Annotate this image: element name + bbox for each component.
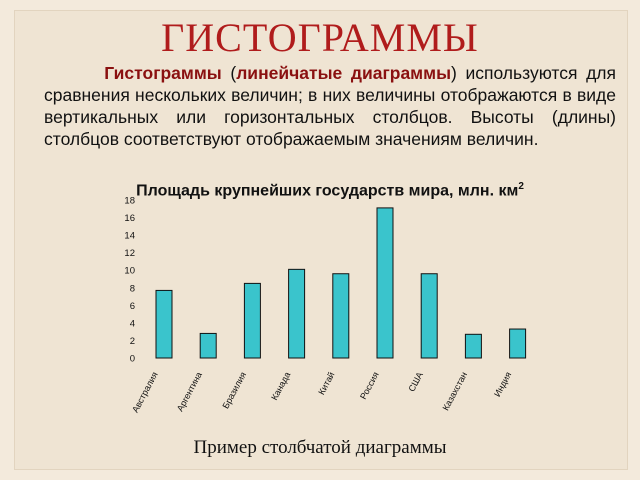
bar [509, 328, 527, 359]
slide-frame [14, 10, 628, 470]
bar [199, 332, 217, 359]
category-label: Китай [316, 370, 336, 396]
category-label: Россия [358, 370, 381, 401]
bar [243, 282, 261, 359]
chart-title-text: Площадь крупнейших государств мира, млн.… [136, 182, 519, 200]
chart-title-sup: 2 [518, 181, 524, 192]
bar [464, 333, 482, 359]
y-tick-label: 10 [124, 266, 135, 277]
bar [376, 207, 394, 359]
paren-open: ( [221, 63, 237, 83]
y-tick-label: 12 [124, 248, 135, 259]
y-tick-label: 16 [124, 213, 135, 224]
chart-title: Площадь крупнейших государств мира, млн.… [0, 181, 640, 200]
paragraph-rest: ) используются для сравнения нескольких … [44, 63, 616, 149]
y-tick-label: 6 [130, 301, 135, 312]
chart-labels: Австралия Аргентина Бразилия Канада Китай Рос… [130, 370, 513, 414]
slide-title: ГИСТОГРАММЫ [161, 15, 479, 60]
y-tick-label: 8 [130, 283, 135, 294]
category-label: Индия [492, 370, 513, 398]
category-label: Казахстан [441, 370, 470, 412]
category-label: Австралия [130, 370, 160, 414]
y-tick-label: 0 [130, 354, 135, 365]
y-tick-label: 18 [124, 196, 135, 207]
bar [155, 289, 173, 359]
category-label: США [406, 370, 425, 393]
chart-bars [155, 207, 527, 359]
chart-axes: 0 2 4 6 8 10 12 14 16 18 [124, 196, 135, 365]
bar [288, 268, 306, 359]
y-tick-label: 14 [124, 231, 135, 242]
term-bar-charts: линейчатые диаграммы [236, 63, 452, 83]
category-label: Канада [269, 370, 292, 402]
y-tick-label: 2 [130, 336, 135, 347]
term-histograms: Гистограммы [104, 63, 222, 83]
chart-caption: Пример столбчатой диаграммы [193, 437, 447, 458]
category-label: Аргентина [175, 370, 204, 413]
bar [332, 273, 350, 359]
bar [420, 273, 438, 359]
y-tick-label: 4 [130, 318, 135, 329]
intro-paragraph: Гистограммы (линейчатые диаграммы) испол… [44, 62, 616, 150]
category-label: Бразилия [220, 370, 248, 410]
